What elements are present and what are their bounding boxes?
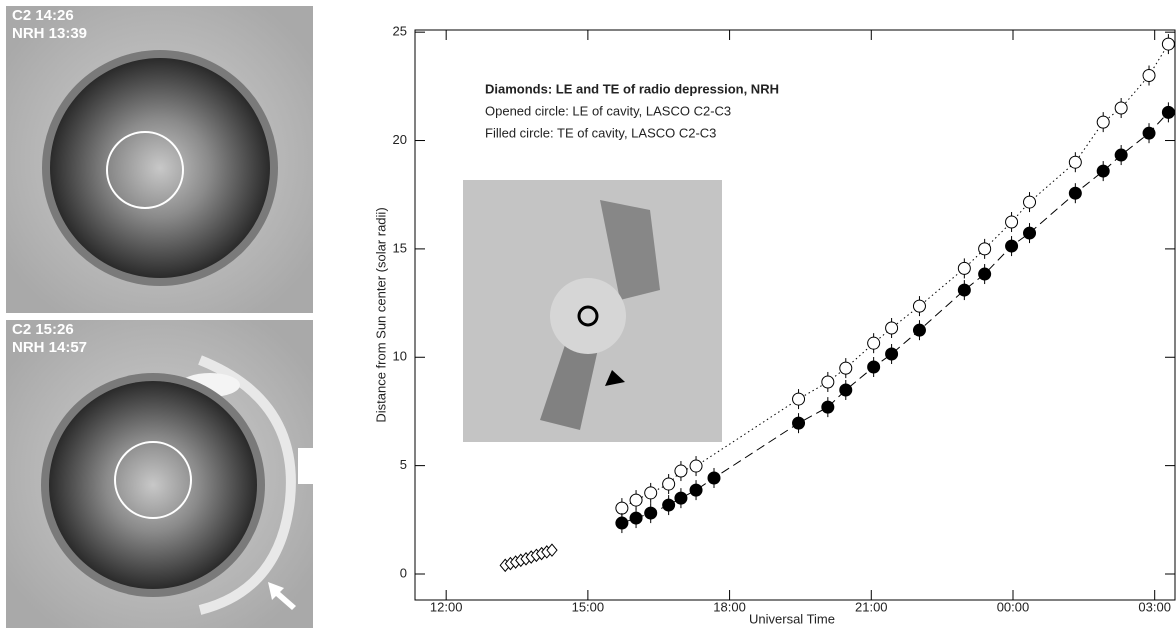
annotation: Diamonds: LE and TE of radio depression,…: [485, 81, 779, 96]
open-circle: [1161, 37, 1175, 51]
filled-circle: [957, 283, 971, 297]
y-tick-label: 10: [393, 349, 407, 364]
y-axis-label: Distance from Sun center (solar radii): [373, 207, 388, 422]
panel-label: NRH 14:57: [12, 339, 87, 356]
open-circle: [674, 464, 688, 478]
x-tick-label: 12:00: [430, 599, 463, 614]
filled-circle: [1005, 239, 1019, 253]
y-tick-label: 5: [400, 457, 407, 472]
open-circle: [978, 242, 992, 256]
filled-circle: [707, 471, 721, 485]
filled-circle: [629, 511, 643, 525]
plot-frame: [414, 29, 1176, 601]
filled-circle: [644, 506, 658, 520]
filled-circle: [689, 483, 703, 497]
filled-circle: [1161, 105, 1175, 119]
x-tick-label: 00:00: [997, 599, 1030, 614]
y-tick-label: 0: [400, 565, 407, 580]
diamond: [546, 543, 558, 557]
y-tick-label: 25: [393, 24, 407, 39]
filled-circle: [615, 516, 629, 530]
filled-circle: [1114, 148, 1128, 162]
filled-circle: [885, 347, 899, 361]
open-circle: [615, 501, 629, 515]
open-circle: [644, 486, 658, 500]
x-tick-label: 18:00: [713, 599, 746, 614]
filled-circle: [839, 383, 853, 397]
open-circle: [1023, 195, 1037, 209]
filled-circle: [1068, 186, 1082, 200]
image-panel: C2 15:26 NRH 14:57: [6, 320, 313, 628]
open-circle: [1142, 69, 1156, 83]
panel-label: C2 15:26: [12, 321, 74, 338]
open-circle: [1114, 101, 1128, 115]
open-circle: [912, 299, 926, 313]
open-circle: [689, 459, 703, 473]
filled-circle: [1096, 164, 1110, 178]
open-circle: [867, 336, 881, 350]
annotation: Opened circle: LE of cavity, LASCO C2-C3: [485, 103, 731, 118]
open-circle: [957, 261, 971, 275]
open-circle: [839, 361, 853, 375]
open-circle: [792, 392, 806, 406]
y-tick-label: 20: [393, 132, 407, 147]
panel-label: C2 14:26: [12, 7, 74, 24]
filled-circle: [978, 267, 992, 281]
filled-circle: [867, 360, 881, 374]
open-circle: [1096, 115, 1110, 129]
x-tick-label: 21:00: [855, 599, 888, 614]
panel-label: NRH 13:39: [12, 25, 87, 42]
filled-circle: [821, 400, 835, 414]
filled-circle: [792, 416, 806, 430]
open-circle: [662, 477, 676, 491]
annotation: Filled circle: TE of cavity, LASCO C2-C3: [485, 125, 716, 140]
trend-line: [621, 112, 1169, 524]
open-circle: [1005, 215, 1019, 229]
filled-circle: [674, 491, 688, 505]
x-axis-label: Universal Time: [749, 611, 835, 626]
y-tick-label: 15: [393, 240, 407, 255]
open-circle: [629, 493, 643, 507]
filled-circle: [1142, 126, 1156, 140]
open-circle: [821, 375, 835, 389]
x-tick-label: 03:00: [1138, 599, 1171, 614]
filled-circle: [1023, 226, 1037, 240]
filled-circle: [662, 498, 676, 512]
open-circle: [1068, 155, 1082, 169]
open-circle: [885, 321, 899, 335]
x-tick-label: 15:00: [572, 599, 605, 614]
image-panel: C2 14:26 NRH 13:39: [6, 6, 313, 313]
filled-circle: [912, 323, 926, 337]
inset-image: [463, 180, 722, 442]
